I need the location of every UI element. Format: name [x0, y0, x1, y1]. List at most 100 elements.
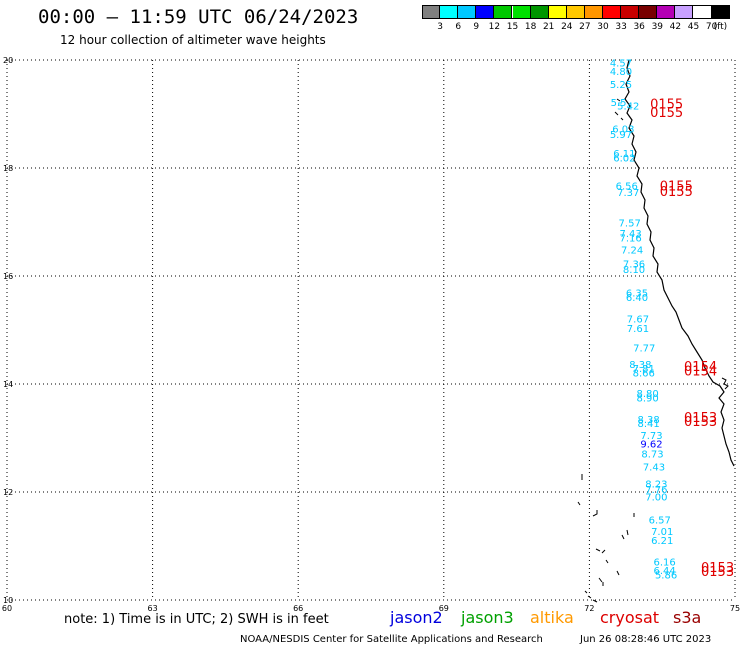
colorbar-swatch [693, 5, 712, 19]
wave-height-value: 7.67 [627, 314, 649, 325]
lat-tick-label: 10 [3, 596, 13, 605]
lat-tick-label: 14 [3, 380, 13, 389]
pass-time-label: 0154 [684, 360, 717, 375]
wave-height-value: 8.90 [637, 393, 659, 404]
wave-height-value: 6.44 [653, 566, 675, 577]
legend-jason3: jason3 [461, 608, 514, 627]
colorbar-swatch [603, 5, 622, 19]
lon-tick-label: 69 [439, 604, 449, 613]
wave-height-value: 5.86 [655, 570, 677, 581]
colorbar-label: 24 [561, 22, 573, 32]
wave-height-value: 6.03 [612, 124, 634, 135]
colorbar-swatch [476, 5, 495, 19]
wave-height-value: 5.5 [611, 98, 627, 109]
wave-height-value: 7.36 [623, 259, 645, 270]
pass-time-label: 0153 [684, 411, 717, 426]
pass-time-label: 0155 [660, 180, 693, 195]
map-subtitle: 12 hour collection of altimeter wave hei… [60, 33, 326, 47]
pass-time-label: 0153 [701, 565, 734, 580]
pass-time-label: 0153 [684, 415, 717, 430]
colorbar-label: 70 [705, 22, 718, 32]
wave-height-value: 9.62 [640, 440, 662, 451]
wave-height-value: 6.35 [626, 289, 648, 300]
pass-time-label: 0155 [650, 98, 683, 113]
india-west-coastline [624, 59, 735, 467]
wave-height-value: 8.10 [623, 265, 645, 276]
legend-jason2: jason2 [390, 608, 443, 627]
wave-height-value: 8.73 [641, 449, 663, 460]
wave-height-value: 6.21 [651, 536, 673, 547]
wave-height-value: 6.11 [613, 149, 635, 160]
colorbar-label: 3 [437, 22, 443, 32]
axis-tick-labels: 60 63 66 69 72 75 20 18 16 14 12 10 [2, 56, 740, 613]
wave-height-value: 8.23 [645, 480, 667, 491]
colorbar-label: 36 [633, 22, 645, 32]
colorbar-label: 6 [455, 22, 462, 32]
pass-time-label: 0154 [684, 364, 717, 379]
colorbar-swatch [657, 5, 676, 19]
wave-height-value: 7.57 [619, 218, 641, 229]
wave-height-value: 7.43 [643, 462, 665, 473]
wave-height-value: 7.01 [651, 527, 673, 538]
wave-height-value: 5.25 [610, 80, 632, 91]
wave-height-value: 4.80 [610, 67, 632, 78]
colorbar-label: 39 [651, 22, 664, 32]
colorbar-swatch [422, 5, 441, 19]
wave-height-value: 7.16 [620, 233, 642, 244]
pass-time-label: 0155 [650, 106, 683, 121]
wave-height-value: 7.61 [627, 324, 649, 335]
wave-height-value: 7.77 [633, 344, 655, 355]
colorbar-label: 21 [542, 22, 555, 32]
lon-tick-label: 66 [293, 604, 303, 613]
wave-height-value: 5.97 [610, 130, 632, 141]
wave-height-value: 6.57 [649, 515, 671, 526]
lon-tick-label: 63 [148, 604, 158, 613]
colorbar-label: 45 [687, 22, 700, 32]
colorbar-swatch [530, 5, 549, 19]
colorbar-label: 18 [524, 22, 537, 32]
colorbar-swatch [548, 5, 567, 19]
credit-line: NOAA/NESDIS Center for Satellite Applica… [240, 634, 543, 645]
colorbar-swatch [621, 5, 640, 19]
lat-tick-label: 12 [3, 488, 13, 497]
wave-height-value: 8.38 [629, 360, 651, 371]
coastline [577, 59, 735, 603]
wave-height-value: 5.42 [617, 102, 639, 113]
colorbar-unit: (ft) [713, 22, 728, 32]
colorbar-swatch [512, 5, 531, 19]
coastal-islands [577, 98, 729, 603]
colorbar-swatch [584, 5, 603, 19]
map-title: 00:00 – 11:59 UTC 06/24/2023 [38, 6, 359, 28]
wave-height-value: 7.24 [621, 245, 643, 256]
lon-tick-label: 60 [2, 604, 12, 613]
lat-tick-label: 18 [3, 164, 13, 173]
map-grid [6, 59, 736, 601]
wave-height-value: 6.02 [613, 154, 635, 165]
colorbar-label: 33 [615, 22, 627, 32]
wave-height-value: 7.81 [633, 364, 655, 375]
colorbar-swatch [458, 5, 477, 19]
wave-height-value: 7.76 [645, 485, 667, 496]
colorbar-label: 30 [597, 22, 609, 32]
colorbar-label: 9 [473, 22, 480, 32]
lat-tick-label: 20 [3, 56, 13, 65]
pass-time-label: 0153 [701, 561, 734, 576]
colorbar-swatch [675, 5, 694, 19]
wave-height-value: 6.40 [626, 293, 648, 304]
pass-time-label: 0155 [660, 185, 693, 200]
wave-height-value: 7.73 [640, 431, 662, 442]
colorbar-swatch [494, 5, 513, 19]
wave-height-value: 8.41 [637, 419, 659, 430]
colorbar-frame [422, 5, 730, 19]
lon-tick-label: 72 [584, 604, 594, 613]
legend-cryosat: cryosat [600, 608, 660, 627]
wave-height-value: 8.38 [637, 415, 659, 426]
wave-height-value: 6.56 [616, 182, 638, 193]
colorbar-label: 15 [506, 22, 519, 32]
wave-height-value: 7.43 [620, 229, 642, 240]
colorbar-label: 42 [669, 22, 682, 32]
colorbar-swatch [566, 5, 585, 19]
lat-tick-label: 16 [3, 272, 13, 281]
